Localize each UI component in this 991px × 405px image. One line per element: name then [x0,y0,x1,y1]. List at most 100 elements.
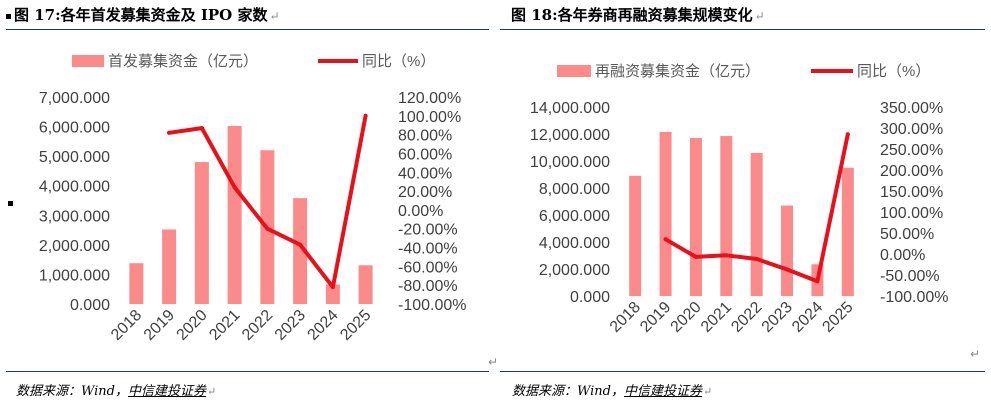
yoy-point-2023 [785,267,790,272]
right-panel-title: 图 18:各年券商再融资募集规模变化 ↵ [511,6,765,24]
yoy-point-2022 [265,226,270,231]
right-axis-tick-label: 50.00% [880,226,934,243]
yoy-point-2025 [363,113,368,118]
yoy-point-2019 [663,237,668,242]
paragraph-bullet [8,201,13,206]
right-axis-tick-label: 40.00% [398,165,452,182]
bar-2020 [194,162,209,304]
right-axis-tick-label: 60.00% [398,146,452,163]
right-axis-tick-label: -20.00% [398,222,458,239]
bar-2018 [629,175,642,296]
yoy-point-2024 [815,279,820,284]
category-label: 2019 [141,307,178,344]
right-axis-tick-label: 150.00% [880,184,943,201]
category-label: 2020 [174,307,211,344]
category-label: 2021 [206,307,243,344]
category-label: 2020 [668,299,705,336]
left-axis-tick-label: 2,000.000 [39,238,110,255]
legend-bar-swatch [557,65,591,77]
left-axis-tick-label: 2,000.000 [539,262,610,279]
bar-2020 [689,138,702,296]
right-axis-tick-label: 0.00% [398,203,443,220]
right-axis-tick-label: -100.00% [398,297,467,314]
left-axis-tick-label: 0.000 [570,289,610,306]
return-mark: ↵ [754,9,765,23]
right-source-note: 数据来源：Wind，中信建投证券↵ [512,384,713,399]
left-axis-tick-label: 8,000.000 [539,181,610,198]
return-mark: ↵ [207,385,217,398]
category-label: 2022 [239,307,276,344]
right-axis-tick-label: 100.00% [880,205,943,222]
right-top-rule [500,29,985,30]
bar-2024 [325,284,340,304]
yoy-point-2021 [724,253,729,258]
left-axis-tick-label: 7,000.000 [39,90,110,107]
category-label: 2018 [607,299,644,336]
bar-2019 [162,229,177,304]
bar-2021 [227,125,242,304]
category-label: 2018 [108,307,145,344]
bar-2023 [781,205,794,296]
right-axis-tick-label: 300.00% [880,121,943,138]
right-chart-svg: 再融资募集资金（亿元） 同比（%） 0.000 2,000.000 4,000.000 6… [530,63,949,336]
yoy-point-2019 [167,130,172,135]
left-panel-title: 图 17:各年首发募集资金及 IPO 家数 ↵ [6,4,280,25]
right-bottom-rule [500,371,985,372]
yoy-point-2022 [754,257,759,262]
bar-2019 [659,131,672,296]
left-axis-tick-label: 4,000.000 [539,235,610,252]
yoy-point-2020 [693,254,698,259]
legend-bar-swatch [72,55,104,67]
category-label: 2025 [337,307,374,344]
yoy-point-2025 [845,132,850,137]
right-axis-tick-label: 0.00% [880,247,925,264]
left-axis-tick-label: 4,000.000 [39,179,110,196]
category-label: 2021 [698,299,735,336]
category-label: 2023 [272,307,309,344]
legend-bar-label: 再融资募集资金（亿元） [595,63,760,80]
right-axis-tick-label: 350.00% [880,100,943,117]
legend-bar-label: 首发募集资金（亿元） [108,53,258,70]
left-axis-tick-label: 14,000.000 [530,100,610,117]
bar-2018 [129,263,144,304]
category-label: 2023 [759,299,796,336]
legend-line-label: 同比（%） [362,53,435,70]
left-axis-tick-label: 6,000.000 [539,208,610,225]
title-bullet [6,13,11,19]
right-axis-tick-label: 200.00% [880,163,943,180]
category-label: 2025 [819,299,856,336]
right-axis-tick-label: 100.00% [398,109,461,126]
left-axis-tick-label: 10,000.000 [530,154,610,171]
return-mark: ↵ [703,385,713,398]
bar-2025 [358,265,373,304]
bar-2022 [750,152,763,296]
return-mark: ↵ [970,347,981,361]
right-axis-tick-label: -40.00% [398,241,458,258]
bar-2025 [841,167,854,296]
right-axis-tick-label: 80.00% [398,128,452,145]
bar-2021 [720,136,733,296]
right-axis-tick-label: -50.00% [880,268,940,285]
return-mark: ↵ [488,355,499,369]
right-axis-tick-label: -100.00% [880,289,949,306]
return-mark: ↵ [269,9,280,23]
right-axis-tick-label: 20.00% [398,184,452,201]
category-label: 2024 [789,299,826,336]
yoy-point-2023 [298,242,303,247]
category-label: 2024 [305,307,342,344]
left-axis-tick-label: 6,000.000 [39,120,110,137]
left-axis-tick-label: 3,000.000 [39,208,110,225]
left-source-note: 数据来源：Wind，中信建投证券↵ [16,384,217,399]
legend-line-label: 同比（%） [857,63,930,80]
right-axis-tick-label: 250.00% [880,142,943,159]
bar-2023 [293,198,308,304]
yoy-point-2021 [232,185,237,190]
left-axis-tick-label: 12,000.000 [530,127,610,144]
left-axis-tick-label: 5,000.000 [39,149,110,166]
yoy-point-2024 [330,285,335,290]
yoy-point-2020 [199,126,204,131]
left-axis-tick-label: 0.000 [70,297,110,314]
right-axis-tick-label: -80.00% [398,278,458,295]
right-chart: 再融资募集资金（亿元） 同比（%） 0.000 2,000.000 4,000.000 6… [495,30,991,370]
category-label: 2022 [728,299,765,336]
